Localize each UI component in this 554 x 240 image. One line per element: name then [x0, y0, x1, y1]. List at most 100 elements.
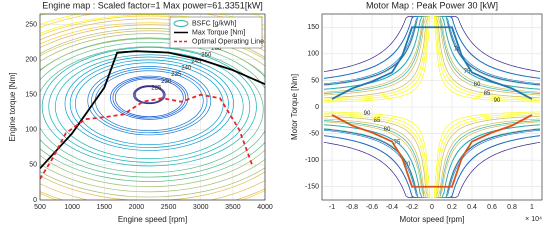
contour-label: 245 [191, 59, 202, 65]
contour-line [40, 30, 265, 200]
contour-line [134, 86, 164, 104]
contour-line [323, 16, 541, 198]
x-tick-label: 3000 [193, 204, 209, 211]
contour-line [40, 28, 265, 198]
contour-line [40, 22, 265, 200]
x-tick-label: 4000 [257, 204, 273, 211]
page: {"chart_data": [ {"type": "contour", "ti… [8, 0, 543, 225]
contour-line [323, 16, 541, 198]
contour-line [40, 38, 265, 188]
x-tick-label: 0.6 [487, 204, 497, 211]
y-tick-label: 50 [29, 162, 37, 169]
y-tick-label: 200 [25, 56, 37, 63]
legend-swatch [173, 20, 189, 27]
contour-line [114, 78, 184, 118]
contour-label: 240 [181, 66, 192, 72]
y-axis-label: Motor Torque [Nm] [290, 74, 299, 140]
x-tick-label: 1500 [96, 204, 112, 211]
x-axis-label: Motor speed [rpm] [400, 215, 465, 224]
contour-line [40, 14, 265, 37]
contour-line [40, 24, 265, 200]
contour-line [40, 15, 265, 200]
x-tick-label: -0.8 [346, 204, 358, 211]
contour-line [64, 56, 234, 151]
contour-label: 90 [494, 98, 501, 104]
contour-line [41, 47, 257, 167]
y-tick-label: -150 [305, 184, 319, 191]
contour-line [132, 85, 166, 105]
contour-line [323, 16, 541, 198]
x-tick-label: 2500 [161, 204, 177, 211]
x-tick-label: 0.4 [467, 204, 477, 211]
y-tick-label: 150 [307, 24, 319, 31]
y-tick-label: 100 [25, 127, 37, 134]
contour-label: 70 [454, 47, 461, 53]
series-line [331, 114, 533, 188]
x-tick-label: 1 [530, 204, 534, 211]
contour-line [323, 16, 541, 198]
chart-title: Engine map : Scaled factor=1 Max power=6… [42, 0, 263, 10]
contour-line [40, 18, 265, 200]
contour-line [74, 62, 224, 146]
contour-label: 225 [151, 85, 162, 91]
x-tick-label: 500 [34, 204, 46, 211]
contour-line [40, 33, 265, 193]
contour-line [110, 75, 189, 120]
y-tick-label: 100 [307, 51, 319, 58]
x-tick-label: 2000 [129, 204, 145, 211]
contour-line [323, 16, 541, 198]
contour-label: 230 [161, 79, 172, 85]
contour-line [69, 59, 229, 148]
x-tick-label: 0.8 [507, 204, 517, 211]
y-tick-label: 250 [25, 21, 37, 28]
contour-line [91, 68, 208, 134]
y-tick-label: 0 [315, 104, 319, 111]
series-line [40, 93, 253, 180]
contour-label: 80 [474, 82, 481, 88]
contour-line [112, 77, 187, 119]
x-axis-label: Engine speed [rpm] [118, 215, 187, 224]
contour-line [133, 85, 165, 104]
series-line [40, 50, 265, 170]
x-tick-label: -0.4 [386, 204, 398, 211]
x-tick-label: 0.2 [447, 204, 457, 211]
y-axis-label: Engine torque [Nm] [8, 73, 17, 142]
x-tick-label: -0.2 [406, 204, 418, 211]
contour-label: 85 [374, 118, 381, 124]
series-line [331, 26, 533, 100]
contour-line [54, 54, 244, 160]
contour-line [40, 37, 265, 182]
x-tick-label: 1000 [64, 204, 80, 211]
contour-line [40, 46, 264, 174]
contour-line [323, 16, 541, 198]
y-tick-label: -100 [305, 157, 319, 164]
y-tick-label: 150 [25, 92, 37, 99]
figure: Engine map : Scaled factor=1 Max power=6… [8, 0, 543, 224]
plot-frame [321, 13, 543, 201]
contour-label: 75 [394, 140, 401, 146]
x-tick-label: 0 [430, 204, 434, 211]
contour-line [87, 66, 212, 136]
legend-label: Max Torque [Nm] [192, 29, 245, 36]
contour-label: 80 [384, 127, 391, 133]
contour-line [323, 16, 541, 198]
y-tick-label: -50 [309, 130, 319, 137]
x-tick-label: 3500 [225, 204, 241, 211]
x-tick-label: -0.6 [366, 204, 378, 211]
y-tick-label: 50 [311, 77, 319, 84]
legend-label: BSFC [g/kWh] [192, 20, 236, 27]
contour-line [323, 16, 541, 198]
contour-label: 250 [201, 52, 212, 58]
x-multiplier: × 10⁴ [525, 216, 542, 223]
contour-line [323, 16, 541, 198]
contour-label: 70 [404, 162, 411, 168]
contour-line [323, 16, 541, 198]
legend-label: Optimal Operating Line [192, 38, 264, 45]
x-tick-label: -1 [329, 204, 335, 211]
contour-label: 90 [364, 111, 371, 117]
chart-title: Motor Map : Peak Power 30 [kW] [366, 0, 498, 10]
contour-line [323, 16, 541, 198]
contour-label: 260 [211, 46, 222, 52]
contour-line [323, 16, 541, 198]
y-tick-label: 0 [33, 197, 37, 204]
